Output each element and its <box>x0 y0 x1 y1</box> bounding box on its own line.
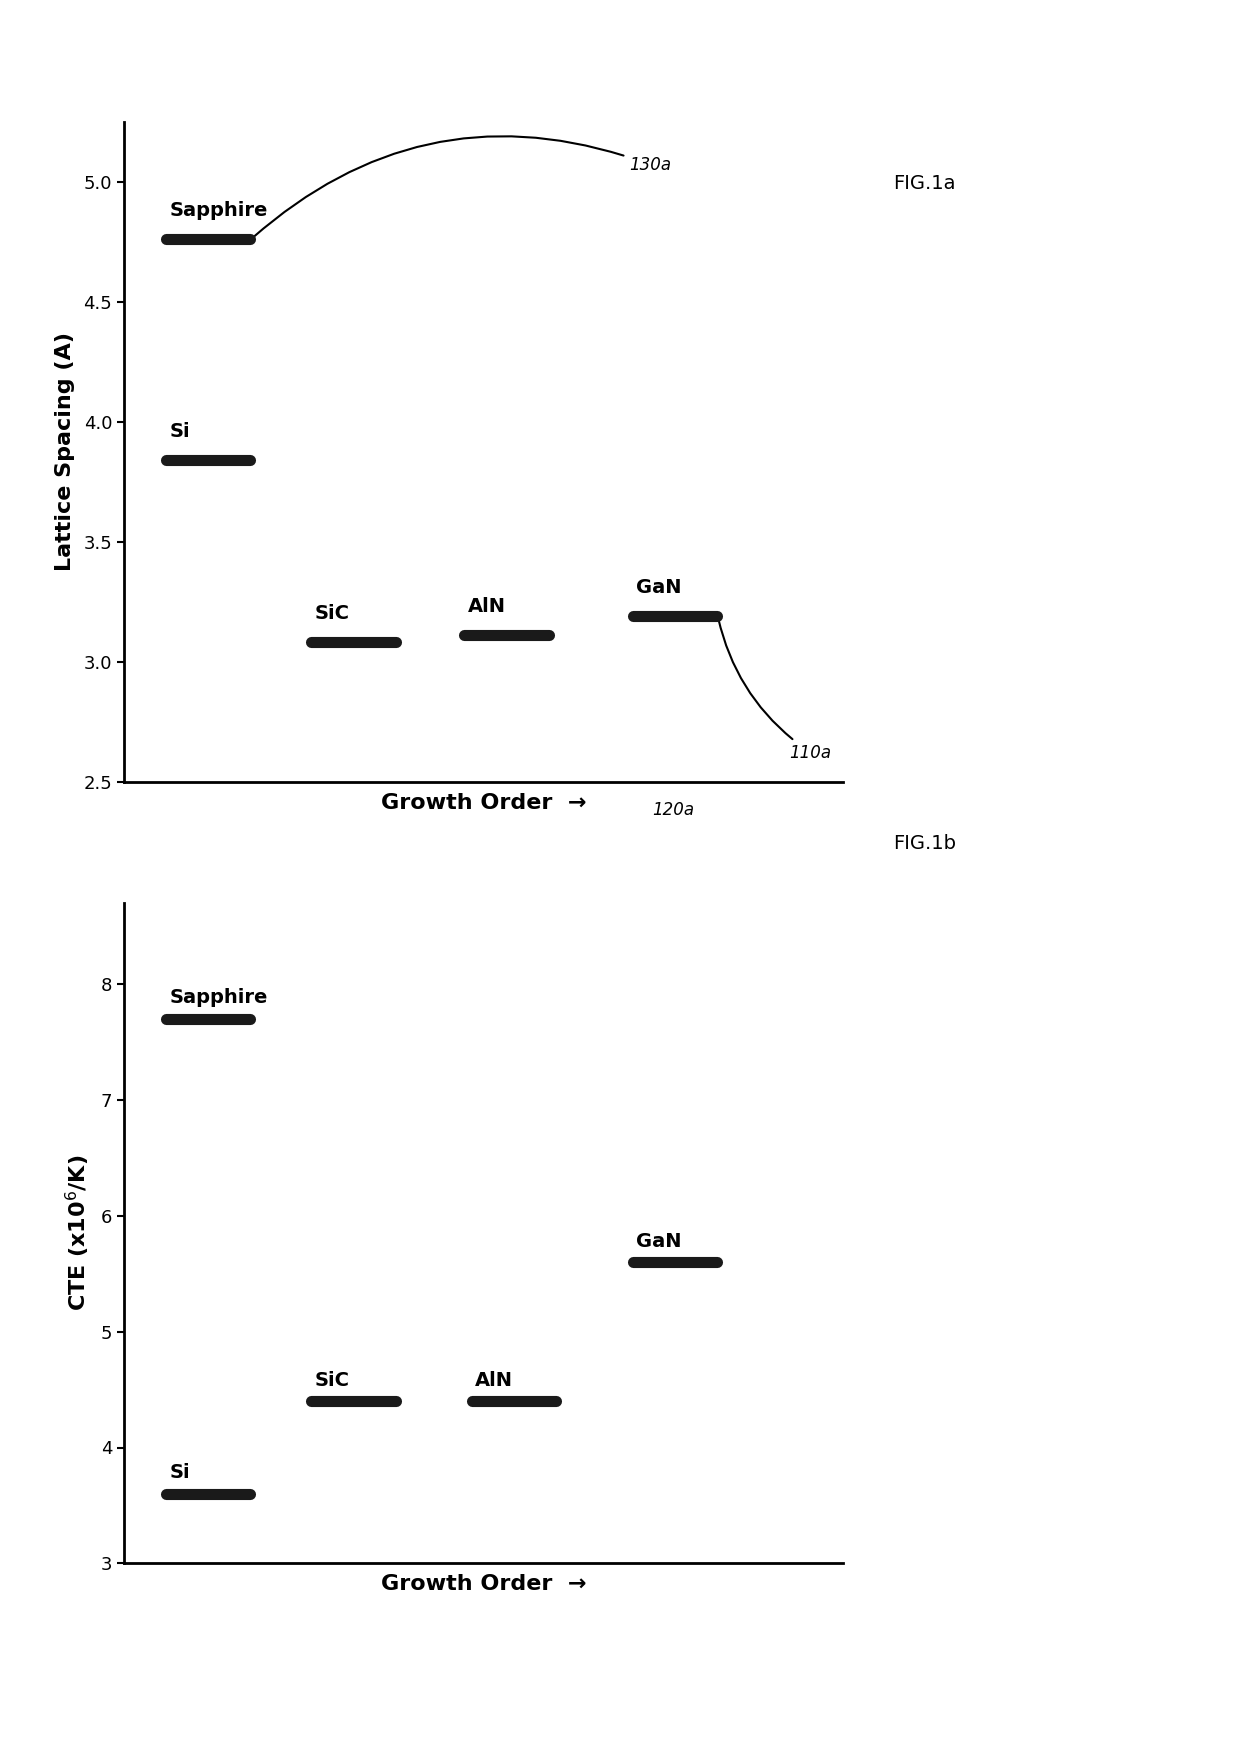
Y-axis label: CTE (x10$^6$/K): CTE (x10$^6$/K) <box>64 1155 92 1311</box>
Text: SiC: SiC <box>315 604 350 624</box>
Text: FIG.1a: FIG.1a <box>893 174 955 193</box>
Text: Si: Si <box>169 1463 190 1482</box>
Text: FIG.1b: FIG.1b <box>893 834 956 853</box>
Text: GaN: GaN <box>636 1232 681 1251</box>
Y-axis label: Lattice Spacing (A): Lattice Spacing (A) <box>55 332 76 571</box>
Text: 120a: 120a <box>652 801 694 818</box>
Text: Si: Si <box>169 422 190 441</box>
Text: AlN: AlN <box>467 598 506 617</box>
Text: 110a: 110a <box>718 618 832 761</box>
Text: GaN: GaN <box>636 578 681 598</box>
Text: Sapphire: Sapphire <box>169 201 268 221</box>
X-axis label: Growth Order  →: Growth Order → <box>381 792 587 813</box>
Text: SiC: SiC <box>315 1370 350 1390</box>
Text: Sapphire: Sapphire <box>169 988 268 1007</box>
Text: AlN: AlN <box>475 1370 513 1390</box>
X-axis label: Growth Order  →: Growth Order → <box>381 1574 587 1595</box>
Text: 130a: 130a <box>253 135 671 238</box>
